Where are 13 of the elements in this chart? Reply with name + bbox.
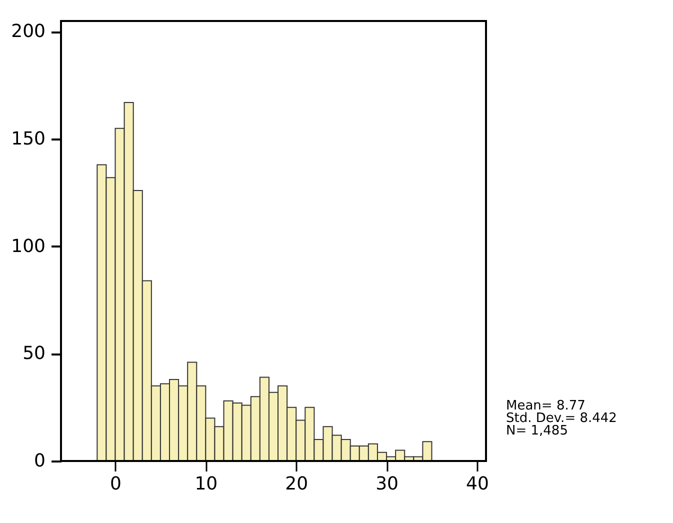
- y-tick-label: 50: [22, 343, 46, 364]
- x-tick-label: 40: [466, 474, 489, 494]
- text: Std. Dev.= 8.442: [506, 411, 617, 426]
- x-tick-label: 10: [194, 474, 218, 494]
- text: Mean= 8.77: [506, 398, 586, 414]
- y-tick-label: 200: [11, 21, 46, 42]
- y-tick-label: 150: [11, 128, 46, 150]
- text: N= 1,485: [506, 424, 568, 439]
- x-tick-label: 0: [110, 474, 122, 494]
- x-tick-label: 30: [376, 474, 398, 494]
- x-tick-label: 20: [285, 474, 308, 494]
- y-tick-label: 100: [11, 236, 46, 257]
- y-tick-label: 0: [34, 450, 46, 472]
